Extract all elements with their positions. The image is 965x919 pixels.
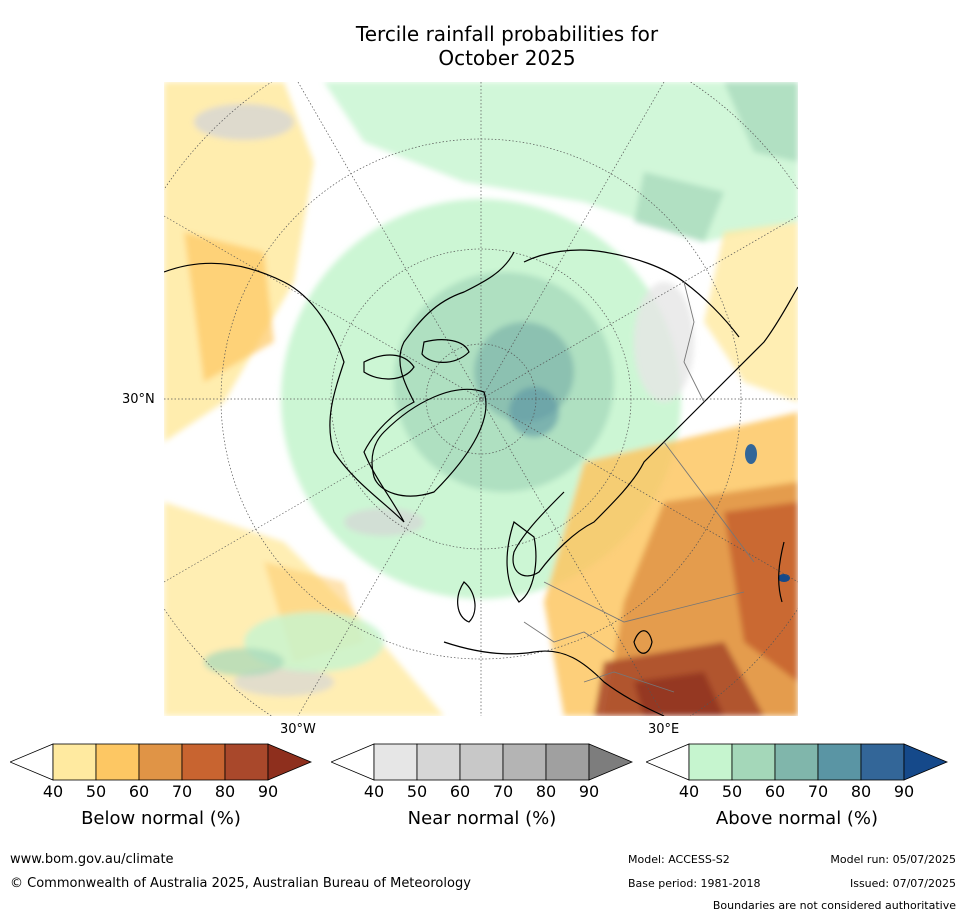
colorbar-below-title: Below normal (%)	[81, 808, 241, 829]
longitude-label-30e: 30°E	[648, 722, 680, 737]
tick: 60	[449, 782, 471, 801]
colorbar-below-normal: 40 50 60 70 80 90 Below normal (%)	[10, 742, 312, 842]
website-link[interactable]: www.bom.gov.au/climate	[10, 852, 174, 867]
colorbar-above-swatches	[646, 743, 948, 781]
colorbar-swatch	[138, 743, 183, 781]
colorbar-near-ticks: 40 50 60 70 80 90	[331, 782, 633, 802]
issued-date: Issued: 07/07/2025	[849, 877, 956, 890]
country-borders	[523, 281, 755, 693]
colorbar-swatch	[52, 743, 97, 781]
colorbar-swatch	[545, 743, 590, 781]
tick: 50	[85, 782, 107, 801]
tick: 90	[893, 782, 915, 801]
colorbar-above-title: Above normal (%)	[715, 808, 879, 829]
tick: 80	[535, 782, 557, 801]
colorbar-above-normal: 40 50 60 70 80 90 Above normal (%)	[646, 742, 948, 842]
graticule	[164, 82, 798, 716]
colorbar-below-swatches	[10, 743, 312, 781]
colorbar-near-title: Near normal (%)	[407, 808, 557, 829]
colorbar-swatch	[95, 743, 140, 781]
colorbar-swatch	[688, 743, 733, 781]
tick: 40	[42, 782, 64, 801]
colorbar-swatch	[731, 743, 776, 781]
colorbar-extend-low	[646, 743, 690, 781]
boundaries-disclaimer: Boundaries are not considered authoritat…	[712, 899, 956, 912]
tick: 50	[721, 782, 743, 801]
colorbar-swatch	[860, 743, 905, 781]
colorbar-extend-low	[331, 743, 375, 781]
model-name: Model: ACCESS-S2	[628, 853, 730, 866]
tick: 40	[678, 782, 700, 801]
tick: 70	[492, 782, 514, 801]
tick: 90	[257, 782, 279, 801]
longitude-label-30w: 30°W	[280, 722, 316, 737]
copyright-text: © Commonwealth of Australia 2025, Austra…	[10, 876, 471, 891]
colorbar-extend-high	[267, 743, 312, 781]
tick: 40	[363, 782, 385, 801]
tick: 70	[171, 782, 193, 801]
colorbar-swatch	[459, 743, 504, 781]
colorbar-swatch	[224, 743, 269, 781]
colorbar-near-normal: 40 50 60 70 80 90 Near normal (%)	[331, 742, 633, 842]
colorbar-above-ticks: 40 50 60 70 80 90	[646, 782, 948, 802]
latitude-label-30n: 30°N	[122, 392, 155, 407]
colorbar-extend-high	[903, 743, 948, 781]
colorbar-swatch	[502, 743, 547, 781]
tick: 90	[578, 782, 600, 801]
coastlines	[164, 249, 798, 716]
colorbar-swatch	[817, 743, 862, 781]
colorbar-extend-high	[588, 743, 633, 781]
colorbar-swatch	[774, 743, 819, 781]
map-canvas	[164, 82, 798, 716]
title-line-1: Tercile rainfall probabilities for	[355, 22, 659, 46]
colorbar-swatch	[373, 743, 418, 781]
colorbar-swatch	[416, 743, 461, 781]
polar-probability-map	[164, 82, 798, 716]
tick: 50	[406, 782, 428, 801]
tick: 70	[807, 782, 829, 801]
colorbar-extend-low	[10, 743, 54, 781]
tick: 80	[214, 782, 236, 801]
title-line-2: October 2025	[438, 46, 576, 70]
model-run-date: Model run: 05/07/2025	[830, 853, 956, 866]
colorbar-swatch	[181, 743, 226, 781]
tick: 80	[850, 782, 872, 801]
tick: 60	[128, 782, 150, 801]
tick: 60	[764, 782, 786, 801]
colorbar-near-swatches	[331, 743, 633, 781]
chart-title: Tercile rainfall probabilities for Octob…	[0, 22, 965, 70]
colorbar-below-ticks: 40 50 60 70 80 90	[10, 782, 312, 802]
base-period: Base period: 1981-2018	[628, 877, 761, 890]
